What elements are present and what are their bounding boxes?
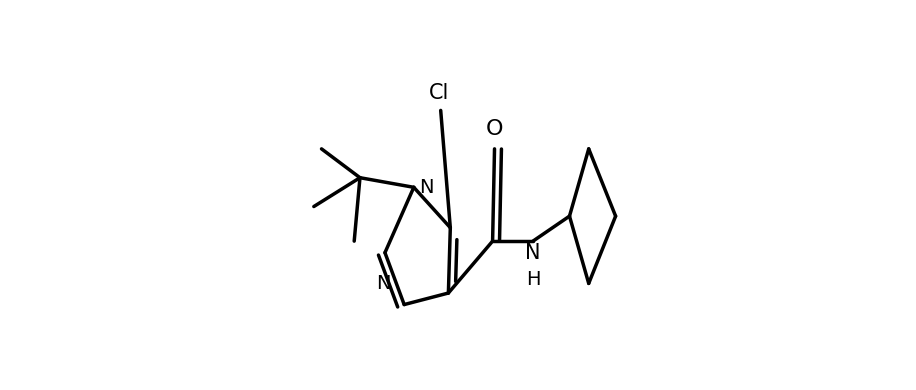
Text: H: H — [526, 270, 540, 289]
Text: N: N — [376, 274, 390, 293]
Text: O: O — [485, 119, 503, 139]
Text: N: N — [525, 243, 540, 263]
Text: N: N — [420, 178, 434, 197]
Text: Cl: Cl — [429, 83, 449, 103]
